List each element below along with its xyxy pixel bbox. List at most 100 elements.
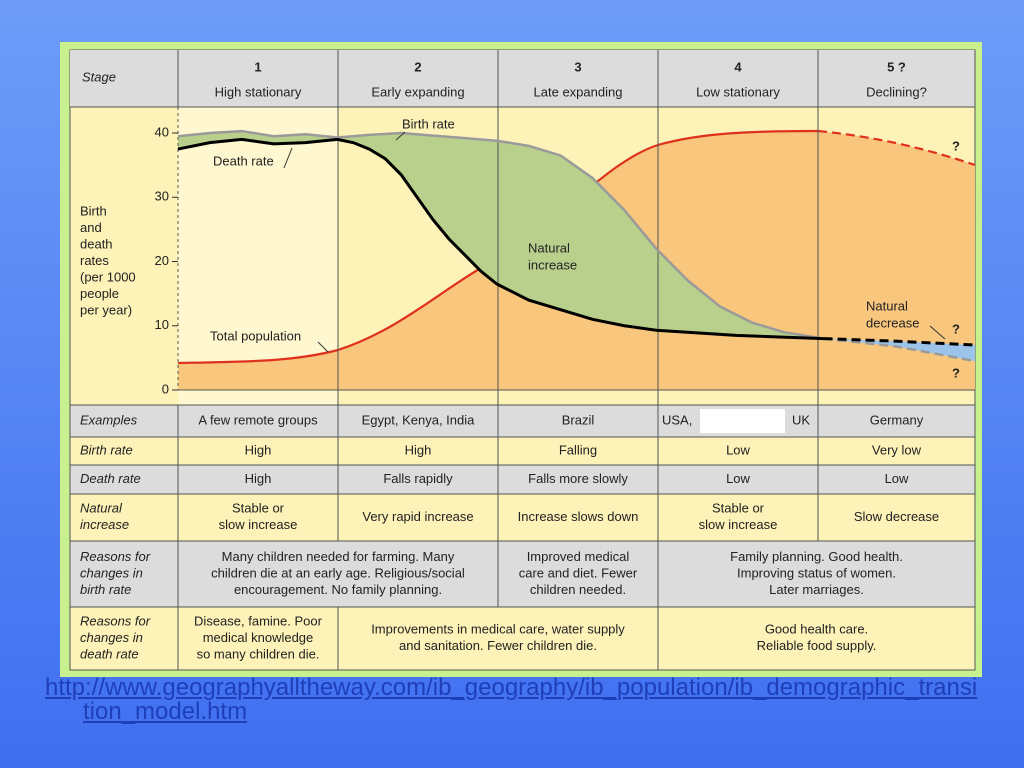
cell-text: UK (792, 412, 810, 427)
row-label: increase (80, 517, 129, 532)
series-projection (823, 337, 976, 347)
natural-decrease-label: decrease (866, 315, 919, 330)
row-label: Birth rate (80, 442, 133, 457)
stage-name: High stationary (215, 84, 302, 99)
stage-name: Early expanding (371, 84, 464, 99)
cell-text: care and diet. Fewer (519, 565, 638, 580)
cell-text: USA, (662, 412, 692, 427)
question-mark: ? (952, 321, 960, 336)
cell-text: Low (885, 471, 909, 486)
y-tick-label: 30 (155, 189, 169, 204)
cell-text: Disease, famine. Poor (194, 613, 323, 628)
table-row (69, 493, 976, 542)
row-label: death rate (80, 646, 139, 661)
natural-increase-area (178, 131, 824, 339)
stage-number: 5 ? (887, 59, 906, 74)
row-label: Examples (80, 412, 138, 427)
y-axis-label: Birth (80, 203, 107, 218)
cell-text: Germany (870, 412, 924, 427)
cell-text: Very rapid increase (362, 509, 473, 524)
cell-text: Slow decrease (854, 509, 939, 524)
stage-number: 2 (414, 59, 421, 74)
source-link[interactable]: http://www.geographyalltheway.com/ib_geo… (45, 674, 978, 725)
stage-number: 4 (734, 59, 742, 74)
row-label: changes in (80, 630, 143, 645)
cell-text: Low (726, 442, 750, 457)
table-row (69, 404, 976, 438)
row-label: Reasons for (80, 613, 151, 628)
question-mark: ? (952, 365, 960, 380)
y-axis-label: people (80, 286, 119, 301)
row-label: Natural (80, 501, 123, 516)
stage-number: 1 (254, 59, 261, 74)
row-label: Reasons for (80, 549, 151, 564)
cell-text: Low (726, 471, 750, 486)
death-rate-label: Death rate (213, 153, 274, 168)
cell-text: Family planning. Good health. (730, 549, 903, 564)
y-axis-label: rates (80, 253, 109, 268)
stage-number: 3 (574, 59, 581, 74)
birth-rate-label: Birth rate (402, 116, 455, 131)
cell-text: Reliable food supply. (757, 638, 877, 653)
cell-text: slow increase (219, 517, 298, 532)
total-population-label: Total population (210, 328, 301, 343)
question-mark: ? (952, 138, 960, 153)
y-axis-label: per year) (80, 302, 132, 317)
row-label: Death rate (80, 471, 141, 486)
cell-text: Improvements in medical care, water supp… (371, 622, 625, 637)
y-tick-label: 10 (155, 317, 169, 332)
cell-text: High (405, 442, 432, 457)
y-axis-label: and (80, 220, 102, 235)
stage-header-label: Stage (82, 69, 116, 84)
cell-text: Improved medical (527, 549, 630, 564)
cell-text: Falling (559, 442, 597, 457)
cell-text: and sanitation. Fewer children die. (399, 638, 597, 653)
redaction (700, 409, 785, 433)
leader (395, 131, 406, 141)
natural-increase-label: Natural (528, 240, 570, 255)
cell-text: children die at an early age. Religious/… (211, 565, 465, 580)
header-row (70, 50, 975, 107)
cell-text: Good health care. (765, 622, 868, 637)
table-row (69, 606, 976, 671)
cell-text: High (245, 442, 272, 457)
cell-text: so many children die. (197, 646, 320, 661)
natural-decrease-label: Natural (866, 298, 908, 313)
cell-text: slow increase (699, 517, 778, 532)
cell-text: Many children needed for farming. Many (222, 549, 455, 564)
row-label: birth rate (80, 582, 131, 597)
y-axis-label: (per 1000 (80, 269, 136, 284)
leader (317, 341, 329, 353)
leader (929, 325, 946, 340)
natural-increase-label: increase (528, 257, 577, 272)
cell-text: Falls rapidly (383, 471, 453, 486)
population-projection (817, 129, 976, 167)
cell-text: A few remote groups (198, 412, 318, 427)
row-label: changes in (80, 565, 143, 580)
table-row (69, 540, 976, 608)
leader (283, 147, 293, 169)
cell-text: Falls more slowly (528, 471, 628, 486)
y-tick-label: 0 (162, 381, 169, 396)
stage-name: Low stationary (696, 84, 780, 99)
series-line (177, 129, 824, 340)
stage-name: Late expanding (534, 84, 623, 99)
cell-text: Increase slows down (518, 509, 639, 524)
table-grid: Examples A few remote groups Egypt, Kenya,… (69, 50, 976, 671)
stage-name: Declining? (866, 84, 927, 99)
cell-text: High (245, 471, 272, 486)
cell-text: Egypt, Kenya, India (362, 412, 476, 427)
cell-text: medical knowledge (203, 630, 314, 645)
series-projection (823, 337, 976, 363)
cell-text: encouragement. No family planning. (234, 582, 442, 597)
cell-text: children needed. (530, 582, 626, 597)
table-row (69, 436, 976, 466)
table-row (69, 464, 976, 495)
cell-text: Improving status of women. (737, 565, 896, 580)
cell-text: Later marriages. (769, 582, 864, 597)
y-axis-label: death (80, 236, 113, 251)
y-tick-label: 40 (155, 124, 169, 139)
